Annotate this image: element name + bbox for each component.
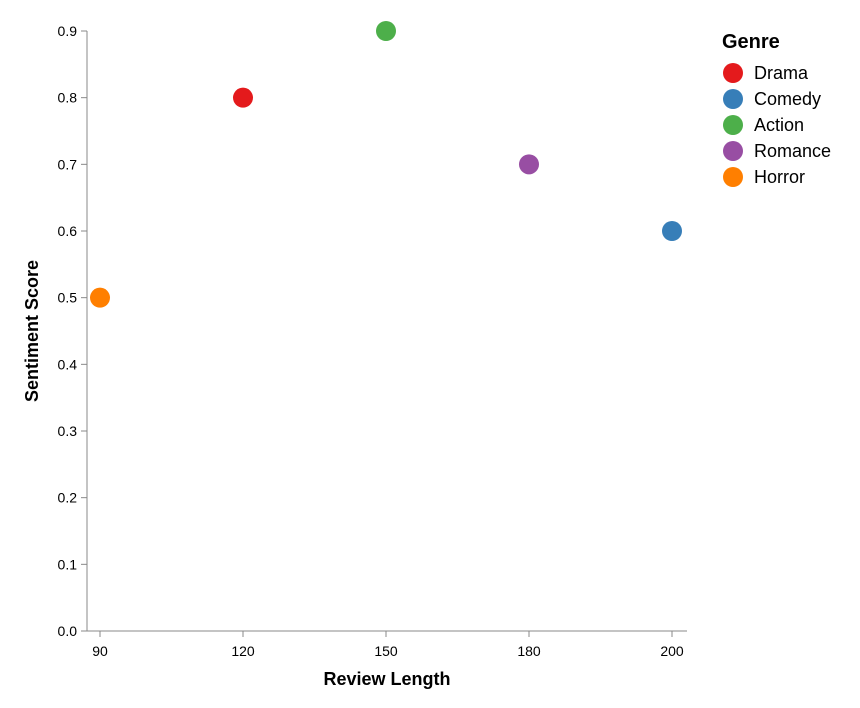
legend-swatch-comedy <box>723 89 743 109</box>
data-point-drama <box>233 87 253 108</box>
x-tick-label: 200 <box>660 643 684 659</box>
legend-label-drama: Drama <box>754 63 809 83</box>
data-point-romance <box>519 154 539 175</box>
x-tick-label: 180 <box>517 643 541 659</box>
legend-label-action: Action <box>754 115 804 135</box>
y-axis: 0.0 0.1 0.2 0.3 0.4 0.5 0.6 0.7 0.8 0.9 <box>58 23 88 639</box>
y-tick-label: 0.3 <box>58 423 78 439</box>
legend-title: Genre <box>722 31 780 53</box>
data-point-action <box>376 21 396 41</box>
legend-label-romance: Romance <box>754 141 831 161</box>
legend-items: Drama Comedy Action Romance Horror <box>723 63 831 187</box>
x-tick-label: 150 <box>374 643 398 659</box>
x-tick-label: 120 <box>231 643 255 659</box>
y-tick-label: 0.8 <box>58 90 78 106</box>
legend-swatch-drama <box>723 63 743 83</box>
y-axis-title: Sentiment Score <box>22 260 42 402</box>
x-axis: 90 120 150 180 200 <box>87 630 687 659</box>
y-tick-label: 0.6 <box>58 223 78 239</box>
y-tick-label: 0.9 <box>58 23 78 39</box>
x-tick-label: 90 <box>92 643 108 659</box>
legend-label-horror: Horror <box>754 167 805 187</box>
legend-swatch-horror <box>723 167 743 187</box>
y-tick-label: 0.1 <box>58 556 78 572</box>
y-tick-label: 0.0 <box>58 623 78 639</box>
data-point-horror <box>90 287 110 308</box>
legend-label-comedy: Comedy <box>754 89 821 109</box>
y-tick-label: 0.5 <box>58 290 78 306</box>
y-tick-label: 0.4 <box>58 356 78 372</box>
legend-swatch-action <box>723 115 743 135</box>
x-axis-title: Review Length <box>323 669 450 689</box>
y-tick-label: 0.7 <box>58 156 78 172</box>
legend: Genre Drama Comedy Action Romance Horror <box>722 31 831 187</box>
data-point-comedy <box>662 221 682 241</box>
y-tick-label: 0.2 <box>58 490 78 506</box>
legend-swatch-romance <box>723 141 743 161</box>
data-points <box>90 21 682 308</box>
